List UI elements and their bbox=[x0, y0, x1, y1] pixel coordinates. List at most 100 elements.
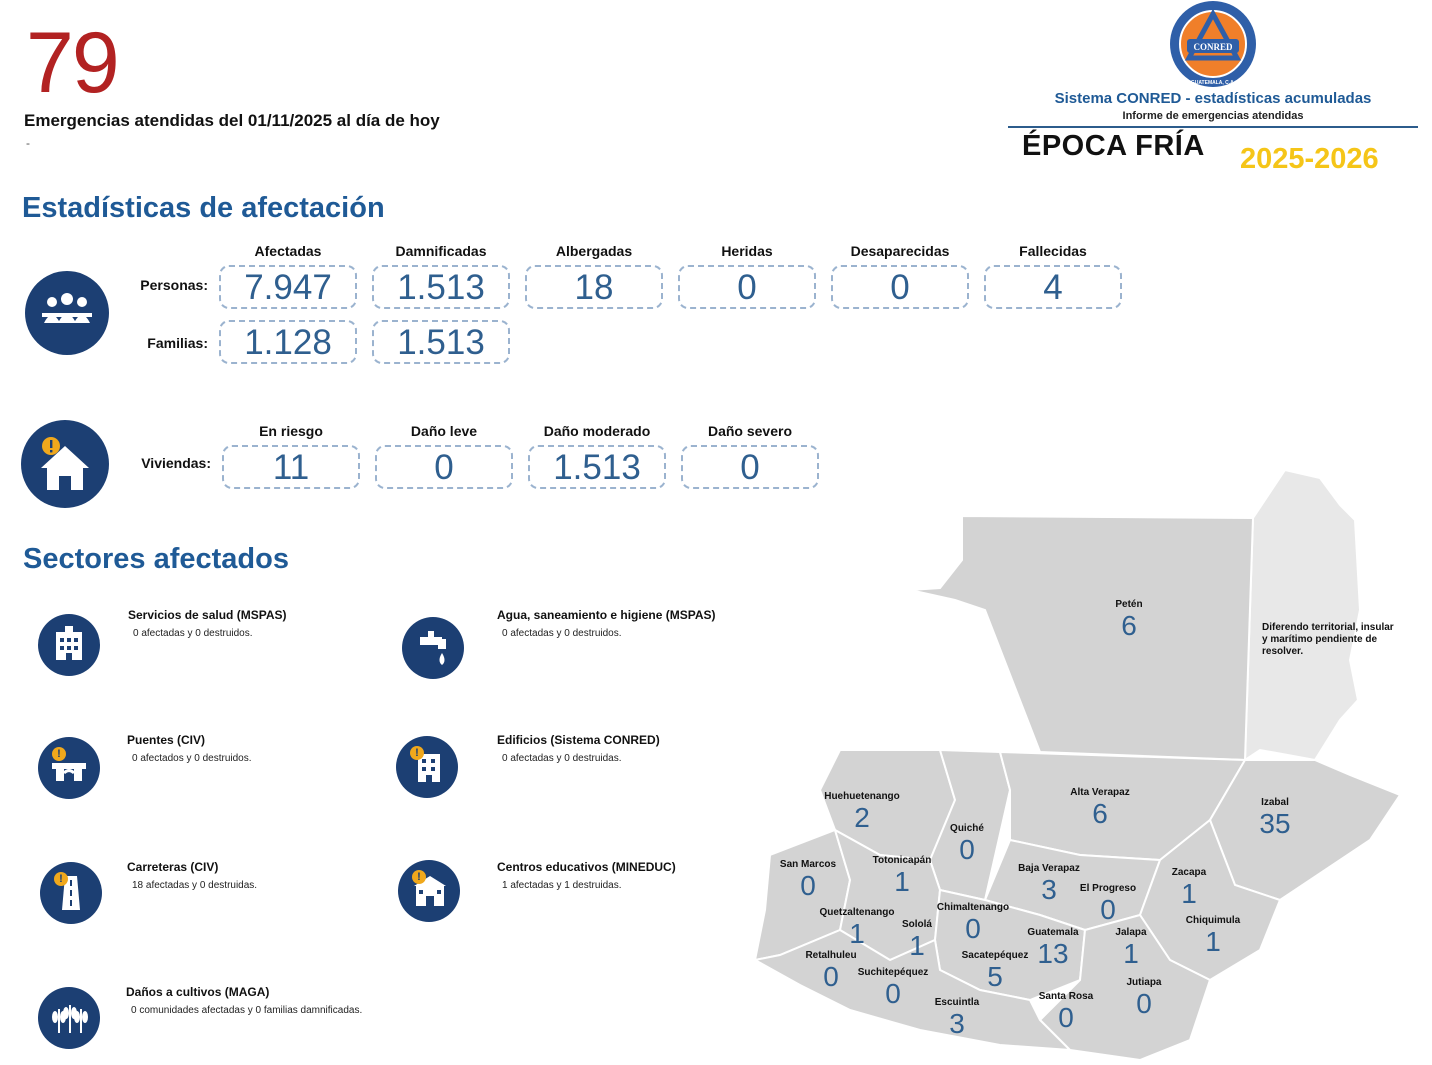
department-name: Jalapa bbox=[1115, 927, 1147, 938]
sector-description: 0 afectados y 0 destruidos. bbox=[132, 753, 252, 764]
department-value: 13 bbox=[1037, 938, 1069, 969]
sector-crops-badge bbox=[38, 987, 100, 1049]
department-value: 0 bbox=[1136, 988, 1152, 1019]
housing-value-3: 0 bbox=[681, 445, 819, 489]
department-value: 1 bbox=[909, 930, 925, 961]
department-value: 0 bbox=[800, 870, 816, 901]
department-value: 5 bbox=[987, 961, 1003, 992]
families-value-1: 1.513 bbox=[372, 320, 510, 364]
sector-description: 0 comunidades afectadas y 0 familias dam… bbox=[131, 1005, 363, 1016]
persons-value-0: 7.947 bbox=[219, 265, 357, 309]
housing-header-0: En riesgo bbox=[259, 423, 323, 439]
department-name: Chimaltenango bbox=[936, 902, 1010, 913]
sector-bridge-badge: ! bbox=[38, 737, 100, 799]
sector-title: Puentes (CIV) bbox=[127, 733, 206, 747]
department-name: Chiquimula bbox=[1185, 915, 1241, 926]
families-value-0: 1.128 bbox=[219, 320, 357, 364]
department-value: 3 bbox=[949, 1008, 965, 1039]
sector-building-badge: ! bbox=[396, 736, 458, 798]
guatemala-map bbox=[752, 468, 1402, 1062]
persons-value-1: 1.513 bbox=[372, 265, 510, 309]
sector-title: Agua, saneamiento e higiene (MSPAS) bbox=[497, 608, 716, 622]
school-icon bbox=[398, 860, 460, 922]
people-header-1: Damnificadas bbox=[395, 243, 487, 259]
sector-description: 1 afectadas y 1 destruidas. bbox=[502, 880, 622, 891]
department-value: 6 bbox=[1092, 798, 1108, 829]
sector-school-badge: ! bbox=[398, 860, 460, 922]
people-header-0: Afectadas bbox=[254, 243, 322, 259]
department-value: 1 bbox=[1123, 938, 1139, 969]
department-name: El Progreso bbox=[1079, 883, 1137, 894]
sector-hospital-badge bbox=[38, 614, 100, 676]
season-years: 2025-2026 bbox=[1240, 143, 1379, 175]
warning-icon: ! bbox=[412, 870, 426, 884]
report-line: Informe de emergencias atendidas bbox=[1122, 110, 1304, 122]
housing-value-0: 11 bbox=[222, 445, 360, 489]
logo-ring-bottom: GUATEMALA, C.A. bbox=[1191, 80, 1236, 86]
housing-label: Viviendas: bbox=[141, 455, 211, 471]
department-value: 6 bbox=[1121, 610, 1137, 641]
department-name: Escuintla bbox=[934, 997, 980, 1008]
department-name: Zacapa bbox=[1171, 867, 1207, 878]
housing-header-3: Daño severo bbox=[707, 423, 793, 439]
subtitle-note: - bbox=[26, 136, 30, 150]
persons-label: Personas: bbox=[140, 277, 208, 293]
department-value: 3 bbox=[1041, 874, 1057, 905]
department-name: Petén bbox=[1115, 599, 1143, 610]
department-name: Santa Rosa bbox=[1038, 991, 1094, 1002]
department-name: Guatemala bbox=[1027, 927, 1079, 938]
department-value: 0 bbox=[885, 978, 901, 1009]
department-name: Alta Verapaz bbox=[1070, 787, 1130, 798]
sector-title: Edificios (Sistema CONRED) bbox=[497, 733, 660, 747]
sector-faucet-badge bbox=[402, 617, 464, 679]
road-icon bbox=[40, 862, 102, 924]
logo-badge-text: CONRED bbox=[1193, 42, 1233, 52]
sector-description: 0 afectadas y 0 destruidos. bbox=[133, 628, 253, 639]
people-header-3: Heridas bbox=[721, 243, 773, 259]
department-name: Totonicapán bbox=[872, 855, 932, 866]
sector-description: 18 afectadas y 0 destruidas. bbox=[132, 880, 258, 891]
department-value: 0 bbox=[1100, 894, 1116, 925]
department-name: Sacatepéquez bbox=[961, 950, 1029, 961]
department-name: Quiché bbox=[950, 823, 984, 834]
people-header-4: Desaparecidas bbox=[850, 243, 950, 259]
persons-value-4: 0 bbox=[831, 265, 969, 309]
housing-header-1: Daño leve bbox=[410, 423, 478, 439]
department-name: Sololá bbox=[901, 919, 932, 930]
department-value: 0 bbox=[965, 913, 981, 944]
logo-divider bbox=[1008, 126, 1418, 128]
emergency-count: 79 bbox=[26, 15, 120, 111]
warning-icon: ! bbox=[410, 746, 424, 760]
hospital-icon bbox=[38, 614, 100, 676]
season-title: ÉPOCA FRÍA bbox=[1022, 130, 1205, 162]
house-warning-icon bbox=[21, 420, 109, 508]
stats-section-title: Estadísticas de afectación bbox=[22, 192, 385, 224]
system-line: Sistema CONRED - estadísticas acumuladas bbox=[1054, 90, 1372, 107]
department-value: 1 bbox=[1181, 878, 1197, 909]
families-label: Familias: bbox=[147, 335, 208, 351]
sector-title: Carreteras (CIV) bbox=[127, 860, 219, 874]
bridge-icon bbox=[38, 737, 100, 799]
department-name: Suchitepéquez bbox=[857, 967, 929, 978]
department-name: Jutiapa bbox=[1126, 977, 1162, 988]
people-group-icon bbox=[25, 271, 109, 355]
conred-logo: CONRED GUATEMALA, C.A. bbox=[1170, 1, 1256, 87]
department-value: 1 bbox=[849, 918, 865, 949]
sector-title: Servicios de salud (MSPAS) bbox=[128, 608, 287, 622]
people-header-5: Fallecidas bbox=[1019, 243, 1087, 259]
department-value: 0 bbox=[959, 834, 975, 865]
department-value: 2 bbox=[854, 802, 870, 833]
sector-description: 0 afectadas y 0 destruidos. bbox=[502, 628, 622, 639]
emergency-period-subtitle: Emergencias atendidas del 01/11/2025 al … bbox=[24, 111, 440, 130]
warning-icon: ! bbox=[52, 747, 66, 761]
faucet-icon bbox=[402, 617, 464, 679]
crops-icon bbox=[38, 987, 100, 1049]
warning-icon: ! bbox=[54, 872, 68, 886]
persons-value-5: 4 bbox=[984, 265, 1122, 309]
department-name: Quetzaltenango bbox=[819, 907, 895, 918]
housing-header-2: Daño moderado bbox=[543, 423, 651, 439]
sector-title: Centros educativos (MINEDUC) bbox=[497, 860, 676, 874]
disputed-territory-note: Diferendo territorial, insular y marítim… bbox=[1262, 622, 1394, 657]
department-name: San Marcos bbox=[779, 859, 837, 870]
housing-value-2: 1.513 bbox=[528, 445, 666, 489]
